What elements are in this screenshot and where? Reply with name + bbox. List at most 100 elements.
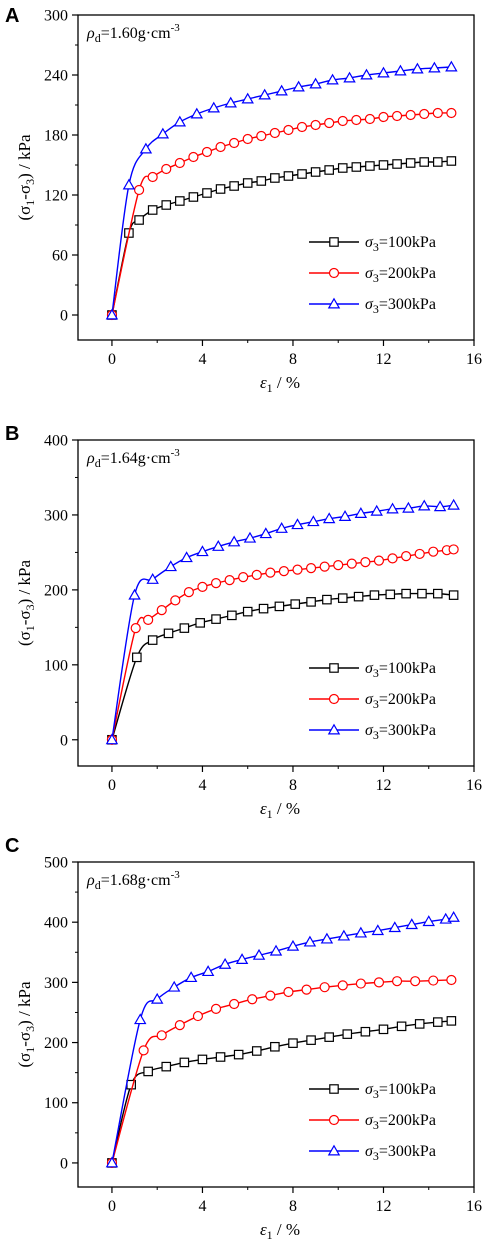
data-point-triangle xyxy=(224,96,237,108)
data-point-triangle xyxy=(338,510,352,521)
legend-value: =100kPa xyxy=(379,660,436,677)
y-axis-label-subscript: 1 xyxy=(23,1047,37,1053)
density-annotation: ρd=1.60g·cm-3 xyxy=(86,22,180,45)
series-3 xyxy=(105,60,458,320)
x-axis-label-symbol: ε xyxy=(260,1220,267,1239)
legend-value: =200kPa xyxy=(379,691,436,708)
y-axis-label-part: (σ xyxy=(15,1053,34,1068)
x-tick-label: 8 xyxy=(289,777,297,794)
data-point-square xyxy=(132,652,142,663)
y-axis-label-subscript: 3 xyxy=(23,604,37,610)
x-tick-label: 4 xyxy=(198,1198,206,1215)
data-point-triangle xyxy=(326,73,339,85)
legend-label: σ3=300kPa xyxy=(365,722,436,742)
data-point-square xyxy=(353,591,364,602)
data-point-square xyxy=(385,589,396,600)
legend-label: σ3=100kPa xyxy=(365,234,436,254)
data-point-square xyxy=(351,162,362,172)
data-point-circle xyxy=(138,1045,149,1056)
x-axis-label-unit: / % xyxy=(273,799,300,818)
data-point-circle xyxy=(432,107,443,119)
data-point-circle xyxy=(247,994,258,1005)
data-point-triangle xyxy=(258,88,271,100)
data-point-circle xyxy=(265,567,276,578)
data-point-triangle xyxy=(218,957,232,969)
data-point-triangle xyxy=(150,992,164,1004)
data-point-circle xyxy=(210,578,222,589)
y-axis-label-subscript: 3 xyxy=(23,179,37,185)
data-point-square xyxy=(163,628,174,639)
y-tick-label: 100 xyxy=(44,1095,68,1112)
density-superscript: -3 xyxy=(171,447,181,459)
data-point-circle xyxy=(269,127,280,139)
data-point-triangle xyxy=(235,953,249,965)
density-symbol: ρ xyxy=(86,450,95,467)
data-point-circle xyxy=(238,572,249,583)
data-point-triangle xyxy=(307,515,320,527)
legend-label: σ3=200kPa xyxy=(365,691,436,711)
data-point-triangle xyxy=(128,588,141,600)
plot-frame xyxy=(77,439,475,767)
data-point-circle xyxy=(391,110,403,122)
data-point-circle xyxy=(256,130,267,142)
series-3 xyxy=(105,910,460,1168)
data-point-circle xyxy=(197,581,208,592)
data-point-square xyxy=(378,1024,389,1035)
data-point-circle xyxy=(156,1030,167,1041)
data-point-square xyxy=(324,165,334,175)
data-point-circle xyxy=(170,595,181,606)
x-tick-label: 16 xyxy=(466,777,482,794)
data-point-circle xyxy=(283,986,294,998)
density-symbol: ρ xyxy=(86,25,95,42)
data-point-triangle xyxy=(275,522,288,533)
data-point-triangle xyxy=(286,939,300,951)
data-point-triangle xyxy=(259,527,273,539)
data-point-circle xyxy=(265,990,276,1001)
data-point-square xyxy=(324,1032,334,1042)
y-tick-label: 300 xyxy=(44,507,68,524)
data-point-square xyxy=(446,156,457,166)
data-point-square xyxy=(274,601,285,612)
data-point-circle xyxy=(324,117,335,129)
data-point-triangle xyxy=(122,178,136,190)
data-point-circle xyxy=(229,137,240,149)
data-point-triangle xyxy=(190,107,204,119)
data-point-circle xyxy=(360,557,371,568)
data-point-square xyxy=(337,593,348,603)
y-axis-label-part: ) / kPa xyxy=(15,560,34,605)
data-point-square xyxy=(215,184,226,194)
data-point-triangle xyxy=(167,980,181,992)
x-axis-label-unit: / % xyxy=(273,373,300,392)
data-point-circle xyxy=(337,115,348,127)
data-point-circle xyxy=(130,623,141,634)
legend-subscript: 3 xyxy=(373,666,379,680)
data-point-circle xyxy=(192,1010,204,1022)
data-point-square xyxy=(134,215,144,225)
data-point-triangle xyxy=(402,501,415,513)
data-point-square xyxy=(405,158,416,168)
data-point-square xyxy=(270,1041,280,1052)
x-axis-label-subscript: 1 xyxy=(267,1228,273,1242)
data-point-circle xyxy=(428,975,439,986)
legend-value: =100kPa xyxy=(379,234,436,251)
data-point-triangle xyxy=(377,66,390,78)
y-axis-label: (σ1-σ3) / kPa xyxy=(15,560,37,646)
data-point-square xyxy=(161,200,172,210)
data-point-triangle xyxy=(422,915,435,927)
x-tick-label: 8 xyxy=(289,1198,297,1215)
data-point-triangle xyxy=(201,965,215,977)
data-point-square xyxy=(179,1057,190,1068)
data-point-square xyxy=(297,169,307,179)
legend-symbol: σ xyxy=(365,1081,374,1098)
data-point-triangle xyxy=(320,932,334,944)
data-point-square xyxy=(215,1052,226,1062)
y-tick-label: 0 xyxy=(60,308,68,325)
x-tick-label: 12 xyxy=(375,351,391,368)
y-tick-label: 400 xyxy=(44,915,68,932)
data-point-triangle xyxy=(196,545,209,557)
data-point-square xyxy=(256,176,267,186)
legend-label: σ3=300kPa xyxy=(365,1143,436,1163)
series-1 xyxy=(107,156,457,320)
data-point-square xyxy=(283,171,294,181)
